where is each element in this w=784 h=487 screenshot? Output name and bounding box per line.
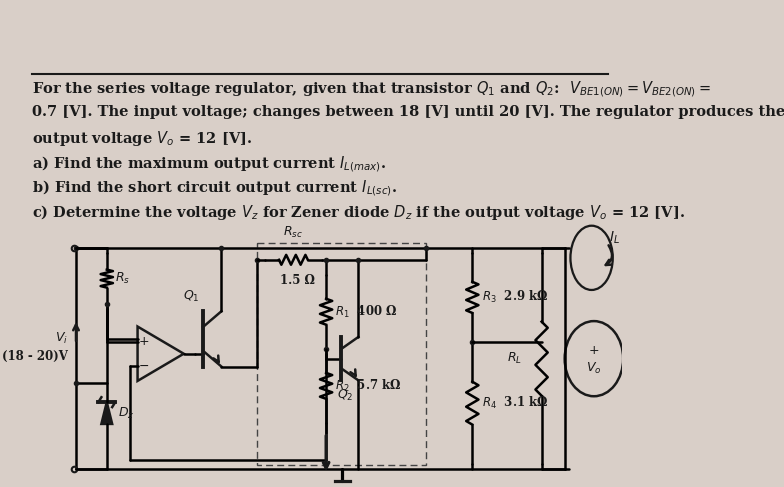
Text: c) Determine the voltage $V_z$ for Zener diode $D_z$ if the output voltage $V_o$: c) Determine the voltage $V_z$ for Zener… [32, 204, 685, 223]
Text: $Q_1$: $Q_1$ [183, 289, 200, 304]
Text: $V_i$: $V_i$ [56, 331, 68, 346]
Text: $R_2$  5.7 kΩ: $R_2$ 5.7 kΩ [336, 378, 402, 394]
Text: $Q_2$: $Q_2$ [337, 388, 354, 403]
Text: $-$: $-$ [138, 359, 149, 372]
Text: $R_3$  2.9 kΩ: $R_3$ 2.9 kΩ [481, 289, 548, 305]
Text: output voltage $V_o$ = 12 [V].: output voltage $V_o$ = 12 [V]. [32, 130, 252, 149]
Text: For the series voltage regulator, given that transistor $Q_1$ and $Q_2$:  $V_{BE: For the series voltage regulator, given … [32, 80, 711, 99]
Text: $R_L$: $R_L$ [507, 351, 522, 366]
Text: $R_4$  3.1 kΩ: $R_4$ 3.1 kΩ [481, 395, 548, 411]
Text: (18 - 20)V: (18 - 20)V [2, 350, 68, 363]
Text: $R_1$  400 Ω: $R_1$ 400 Ω [336, 304, 397, 320]
Text: $D_z$: $D_z$ [118, 406, 135, 421]
Bar [257, 243, 426, 466]
Text: 0.7 [V]. The input voltage; changes between 18 [V] until 20 [V]. The regulator p: 0.7 [V]. The input voltage; changes betw… [32, 105, 784, 119]
Text: +: + [589, 344, 599, 357]
Text: +: + [139, 336, 149, 348]
Text: $R_{sc}$: $R_{sc}$ [284, 225, 303, 240]
Text: $I_L$: $I_L$ [608, 230, 619, 246]
Text: 1.5 Ω: 1.5 Ω [280, 274, 314, 287]
Text: b) Find the short circuit output current $I_{L(sc)}$.: b) Find the short circuit output current… [32, 179, 397, 198]
Text: $R_s$: $R_s$ [115, 271, 130, 286]
Polygon shape [101, 402, 112, 424]
Text: $V_o$: $V_o$ [586, 361, 601, 376]
Text: a) Find the maximum output current $I_{L(max)}$.: a) Find the maximum output current $I_{L… [32, 154, 387, 174]
